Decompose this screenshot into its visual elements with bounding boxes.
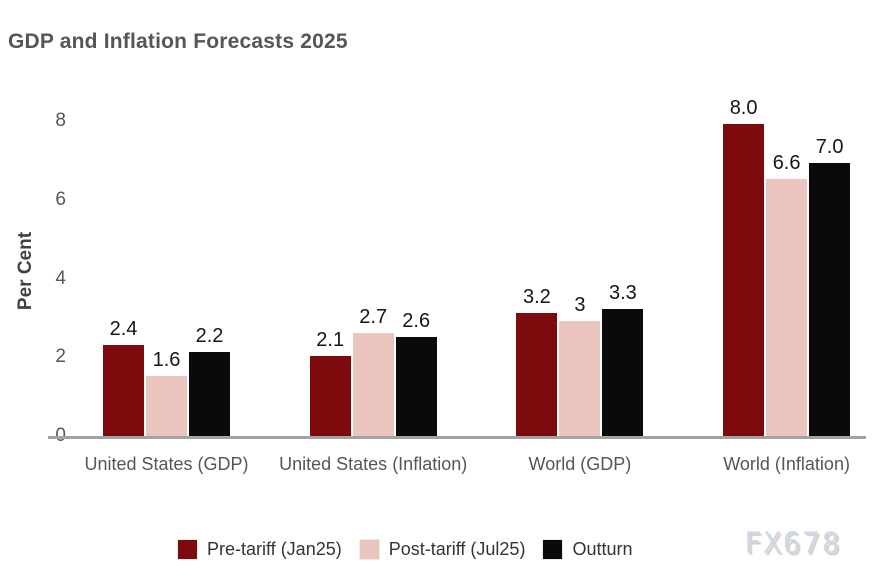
bar xyxy=(559,320,601,439)
bar-value-label: 7.0 xyxy=(815,136,844,159)
bar-value-label: 1.6 xyxy=(152,349,181,371)
bar xyxy=(602,309,644,439)
bar-value-label: 3 xyxy=(574,293,586,316)
y-tick-label: 0 xyxy=(30,423,66,449)
bar xyxy=(103,344,144,439)
legend-label: Post-tariff (Jul25) xyxy=(388,539,526,559)
bar-slot: 3.2 xyxy=(516,286,558,439)
bar xyxy=(395,336,437,439)
bar-slot: 8.0 xyxy=(723,97,765,439)
bar-group: 2.1 2.7 2.6 xyxy=(309,306,437,439)
x-category-label: World (Inflation) xyxy=(723,454,850,474)
bar xyxy=(146,376,187,439)
x-axis-line xyxy=(48,436,866,439)
bar-slot: 6.6 xyxy=(766,152,808,439)
legend-item: Post-tariff (Jul25) xyxy=(359,539,526,560)
bar-value-label: 2.1 xyxy=(316,329,345,352)
legend-item: Outturn xyxy=(543,539,632,560)
bar-value-label: 3.3 xyxy=(608,282,637,305)
bar-slot: 2.6 xyxy=(395,310,437,439)
bar xyxy=(516,313,558,439)
bar xyxy=(352,332,394,439)
chart-title: GDP and Inflation Forecasts 2025 xyxy=(8,30,348,53)
y-tick-label: 8 xyxy=(55,110,66,131)
bar-slot: 7.0 xyxy=(809,136,851,439)
bar-value-label: 6.6 xyxy=(772,152,801,175)
legend-swatch-icon xyxy=(178,540,197,559)
bar-group: 2.4 1.6 2.2 xyxy=(103,318,230,439)
bar xyxy=(723,124,765,439)
legend: Pre-tariff (Jan25) Post-tariff (Jul25) Out… xyxy=(178,539,632,560)
y-tick-label: 4 xyxy=(55,267,66,289)
legend-swatch-icon xyxy=(359,540,379,559)
legend-swatch-icon xyxy=(543,540,563,559)
watermark: FX678 xyxy=(744,526,842,560)
bar-slot: 2.2 xyxy=(189,325,230,439)
bar-group: 8.0 6.6 7.0 xyxy=(723,97,851,439)
bar-group: 3.2 3 3.3 xyxy=(516,282,644,439)
bar-slot: 2.4 xyxy=(103,318,144,439)
bar-slot: 3 xyxy=(559,294,601,439)
x-category-label: World (GDP) xyxy=(528,454,632,474)
bar-slot: 2.7 xyxy=(352,306,394,439)
bar xyxy=(309,356,351,439)
bar-slot: 1.6 xyxy=(146,349,187,439)
bar-value-label: 2.4 xyxy=(109,317,138,340)
x-category-label: United States (GDP) xyxy=(84,454,249,474)
bar-slot: 2.1 xyxy=(309,329,351,439)
y-tick-label: 6 xyxy=(55,188,66,210)
bar xyxy=(766,179,808,439)
bar-value-label: 3.2 xyxy=(522,286,551,308)
bar-value-label: 2.6 xyxy=(402,309,431,332)
bar-slot: 3.3 xyxy=(602,282,644,439)
bar-value-label: 2.7 xyxy=(359,305,388,328)
bar-value-label: 8.0 xyxy=(729,97,758,119)
y-tick-label: 2 xyxy=(55,346,66,368)
legend-label: Pre-tariff (Jan25) xyxy=(207,539,342,559)
x-category-label: United States (Inflation) xyxy=(279,454,468,474)
bar-value-label: 2.2 xyxy=(195,325,224,348)
bar xyxy=(809,163,851,439)
legend-label: Outturn xyxy=(572,539,633,559)
legend-item: Pre-tariff (Jan25) xyxy=(178,539,342,560)
bar xyxy=(189,352,230,439)
